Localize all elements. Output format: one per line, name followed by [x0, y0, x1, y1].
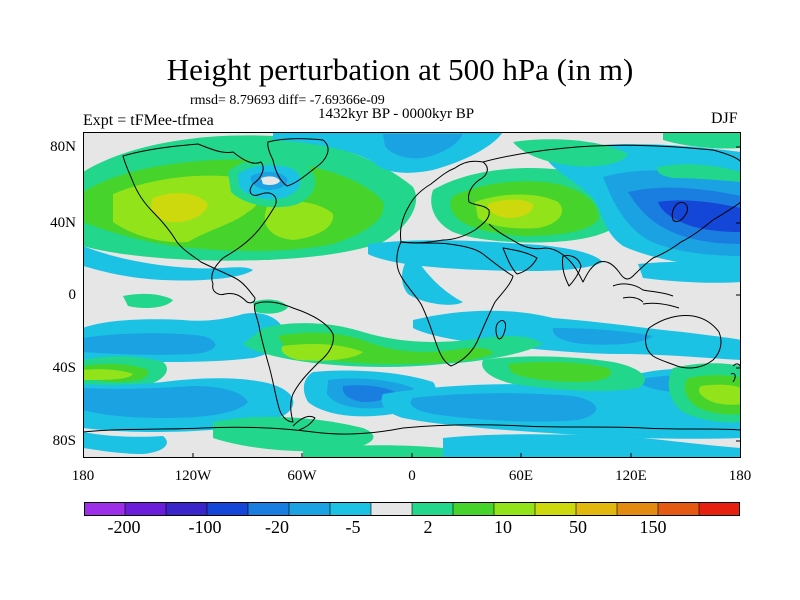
field-region: [638, 261, 741, 283]
field-region: [698, 384, 741, 405]
coastline-antarctica: [83, 424, 741, 435]
colorbar-label: 150: [639, 517, 667, 537]
height-perturbation-map: [83, 132, 741, 458]
colorbar-swatch: [330, 502, 372, 516]
lon-label: 0: [408, 468, 416, 484]
colorbar-swatch: [371, 502, 413, 516]
field-region: [83, 432, 167, 454]
lon-label: 180: [728, 468, 752, 484]
coastline-maritime-se-asia: [612, 283, 680, 309]
colorbar-swatch: [166, 502, 208, 516]
field-region: [303, 445, 443, 458]
colorbar-swatch: [535, 502, 577, 516]
colorbar-swatch: [248, 502, 290, 516]
colorbar-label: -200: [107, 517, 141, 537]
colorbar-label: -20: [265, 517, 289, 537]
colorbar-label: -5: [345, 517, 361, 537]
field-region: [83, 386, 248, 418]
colorbar-frame: [84, 502, 740, 516]
coastline-north-america: [122, 143, 277, 304]
field-region: [487, 199, 534, 218]
colorbar-swatch: [658, 502, 700, 516]
lon-label: 60W: [287, 468, 317, 484]
lat-label: 40S: [52, 360, 76, 376]
colorbar-swatch: [699, 502, 740, 516]
lat-label: 40N: [50, 215, 76, 231]
lat-label: 80S: [52, 433, 76, 449]
field-region: [83, 333, 216, 355]
lon-label: 120E: [615, 468, 647, 484]
colorbar-swatch: [125, 502, 167, 516]
coastline-japan: [671, 201, 688, 223]
colorbar-swatch: [412, 502, 454, 516]
plot-title: Height perturbation at 500 hPa (in m): [166, 52, 634, 87]
field-region: [83, 369, 133, 380]
coastline-madagascar: [495, 319, 506, 340]
field-region: [264, 200, 334, 240]
colorbar-swatch: [84, 502, 126, 516]
field-region: [151, 193, 208, 223]
field-region: [261, 176, 280, 185]
field-region: [410, 393, 597, 422]
field-region: [401, 252, 463, 305]
field-region: [123, 293, 173, 308]
field-region: [383, 134, 463, 159]
coastline-australia: [645, 315, 722, 369]
field-region: [83, 246, 253, 281]
coastline-asia: [482, 144, 741, 283]
colorbar: [84, 502, 740, 516]
time-period: 1432kyr BP - 0000kyr BP: [318, 106, 475, 122]
lon-label: 180: [71, 468, 95, 484]
colorbar-swatch: [207, 502, 249, 516]
field-region: [281, 344, 363, 361]
coastline-europe: [400, 160, 490, 244]
colorbar-label: 50: [569, 517, 587, 537]
coastline-greenland: [267, 138, 329, 187]
colorbar-swatch: [453, 502, 495, 516]
season-label: DJF: [711, 110, 738, 127]
coastline-arabia: [502, 247, 538, 275]
field-region: [552, 328, 653, 345]
colorbar-swatch: [289, 502, 331, 516]
colorbar-swatch: [617, 502, 659, 516]
colorbar-label: 2: [423, 517, 433, 537]
colorbar-swatch: [494, 502, 536, 516]
field-region: [443, 434, 741, 458]
lon-label: 120W: [174, 468, 212, 484]
colorbar-label: -100: [188, 517, 222, 537]
lat-label: 80N: [50, 139, 76, 155]
field-region: [658, 200, 741, 232]
coastline-south-america: [254, 301, 334, 423]
colorbar-label: 10: [494, 517, 512, 537]
field-region: [213, 416, 374, 452]
coastline-antarctic-peninsula: [292, 415, 316, 431]
field-region: [663, 132, 741, 149]
field-region: [508, 361, 612, 382]
rmsd-stats: rmsd= 8.79693 diff= -7.69366e-09: [190, 93, 385, 108]
experiment-label: Expt = tFMee-tfmea: [83, 112, 214, 129]
lon-label: 60E: [508, 468, 534, 484]
coastline-africa: [396, 241, 514, 367]
field-region: [657, 164, 741, 182]
lat-label: 0: [68, 287, 77, 303]
coastline-india: [562, 255, 582, 287]
colorbar-swatch: [576, 502, 618, 516]
